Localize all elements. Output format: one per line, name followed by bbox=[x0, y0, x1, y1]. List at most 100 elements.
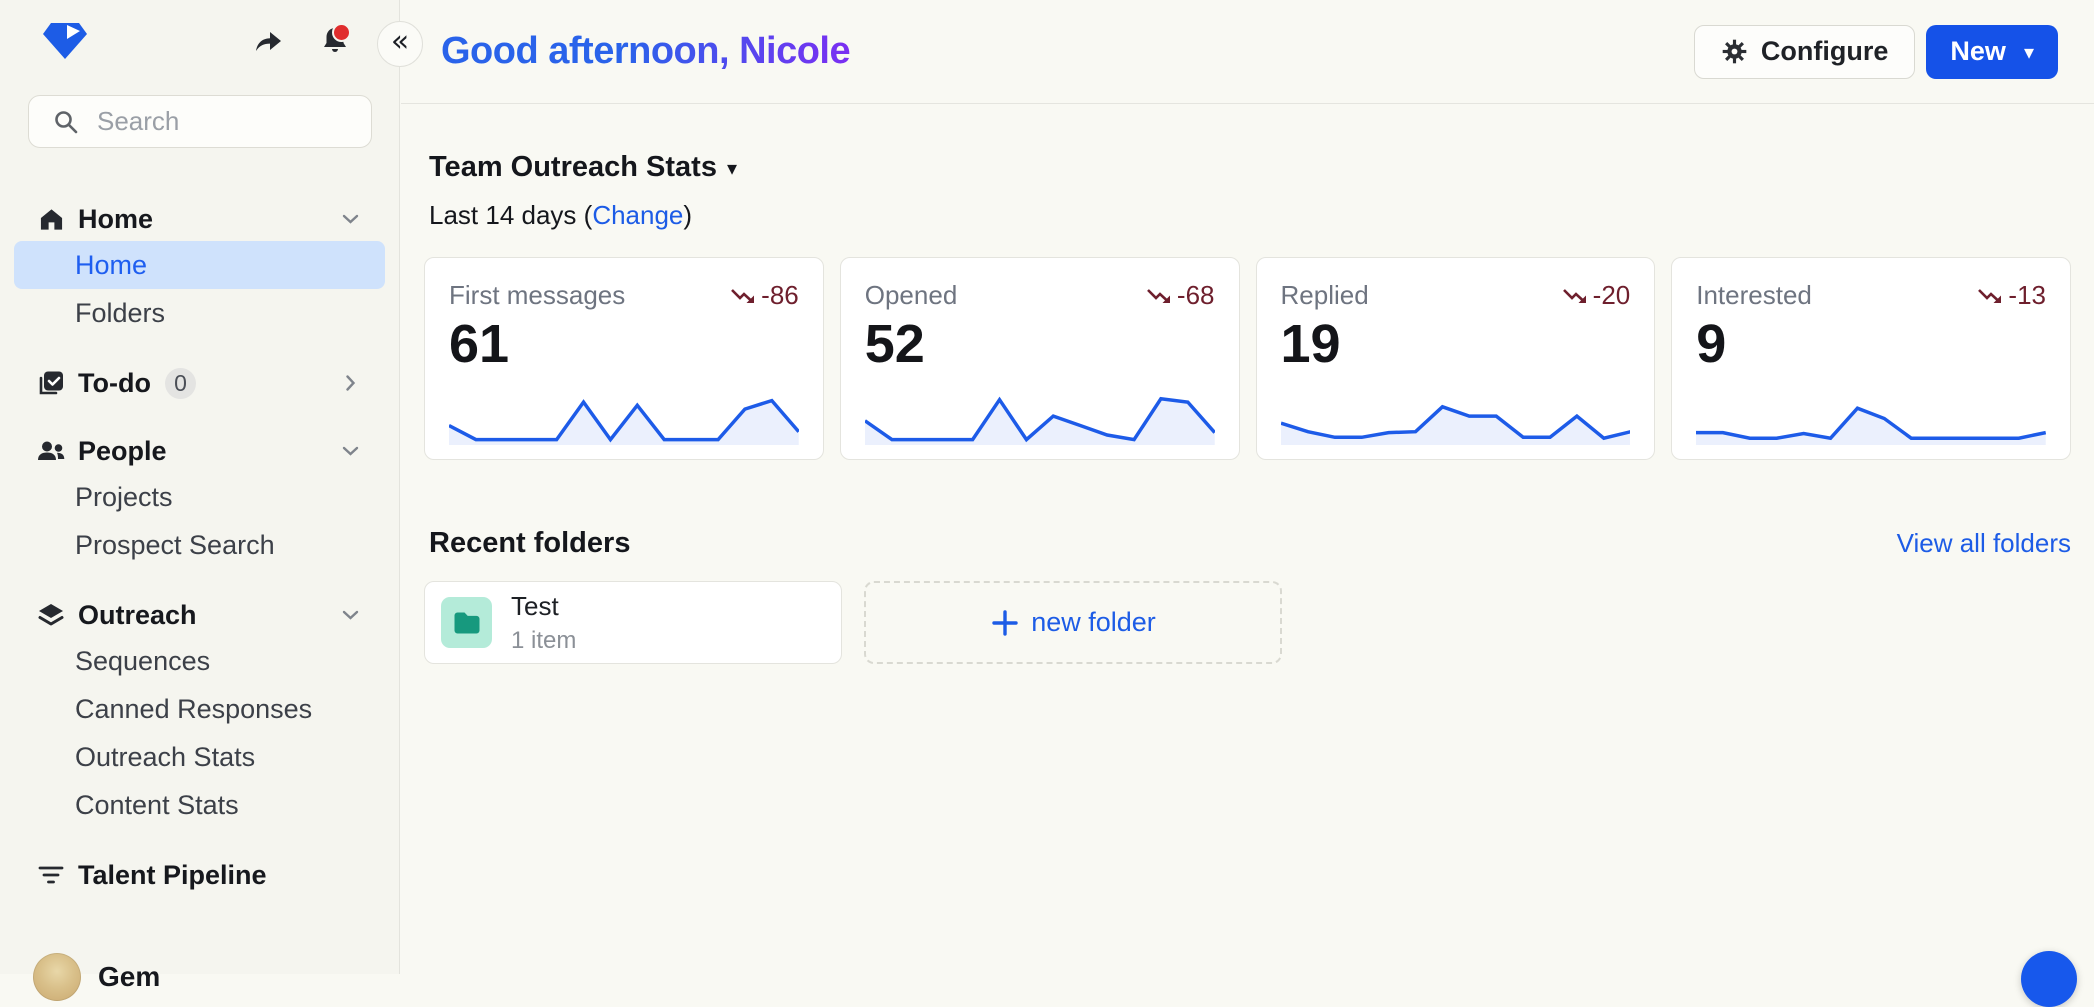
search-input[interactable] bbox=[95, 105, 339, 138]
outreach-icon bbox=[37, 603, 65, 627]
gem-logo-icon[interactable] bbox=[43, 22, 87, 59]
sidebar-item-label: Canned Responses bbox=[75, 693, 313, 724]
stat-label: Opened bbox=[864, 280, 958, 310]
caret-down-icon: ▾ bbox=[2023, 39, 2034, 64]
change-range-link[interactable]: Change bbox=[592, 200, 684, 230]
folder-tile bbox=[441, 597, 492, 648]
sidebar-section-outreach[interactable]: Outreach bbox=[0, 593, 399, 637]
sidebar-item-label: Home bbox=[75, 249, 148, 280]
sidebar-top-bar bbox=[0, 0, 399, 59]
chat-help-button[interactable] bbox=[2021, 951, 2077, 1007]
sidebar-section-talent-pipeline[interactable]: Talent Pipeline bbox=[0, 853, 399, 897]
people-icon bbox=[37, 440, 65, 462]
chevron-down-icon bbox=[342, 610, 359, 620]
divider bbox=[0, 569, 399, 593]
stat-trend: -86 bbox=[730, 280, 799, 311]
sidebar-item-folders[interactable]: Folders bbox=[14, 289, 385, 337]
divider bbox=[0, 405, 399, 429]
sidebar: Home Home Folders To-do 0 bbox=[0, 0, 400, 1001]
stat-label: First messages bbox=[449, 280, 626, 310]
stat-trend: -13 bbox=[1977, 280, 2046, 311]
sidebar-item-projects[interactable]: Projects bbox=[14, 473, 385, 521]
share-icon bbox=[254, 29, 283, 53]
date-range-row: Last 14 days (Change) bbox=[424, 200, 2071, 231]
stat-delta: -13 bbox=[2008, 280, 2046, 310]
header-actions: Configure New ▾ bbox=[1693, 24, 2058, 79]
user-menu[interactable]: Gem bbox=[33, 953, 399, 1001]
sidebar-item-content-stats[interactable]: Content Stats bbox=[14, 781, 385, 829]
sidebar-section-home[interactable]: Home bbox=[0, 197, 399, 241]
sidebar-item-sequences[interactable]: Sequences bbox=[14, 637, 385, 685]
folder-name: Test bbox=[511, 590, 559, 621]
team-outreach-stats-dropdown[interactable]: Team Outreach Stats ▾ bbox=[424, 151, 737, 184]
sidebar-section-todo[interactable]: To-do 0 bbox=[0, 361, 399, 405]
folders-row: Test 1 item new folder bbox=[424, 581, 2071, 664]
talent-pipeline-icon bbox=[37, 865, 65, 885]
sidebar-section-label: Outreach bbox=[78, 599, 197, 630]
sidebar-item-canned-responses[interactable]: Canned Responses bbox=[14, 685, 385, 733]
stat-card-replied: Replied -20 19 bbox=[1255, 257, 1656, 460]
greeting-title: Good afternoon, Nicole bbox=[441, 30, 851, 72]
sparkline-chart bbox=[864, 388, 1215, 445]
stats-row: First messages -86 61 bbox=[424, 257, 2071, 460]
new-folder-label: new folder bbox=[1031, 607, 1156, 637]
stat-card-first-messages: First messages -86 61 bbox=[424, 257, 824, 460]
stat-trend: -20 bbox=[1562, 280, 1631, 311]
stat-trend: -68 bbox=[1146, 280, 1215, 311]
section-title: Team Outreach Stats bbox=[429, 151, 717, 183]
stat-delta: -20 bbox=[1592, 280, 1631, 310]
sidebar-item-label: Outreach Stats bbox=[75, 741, 256, 772]
trending-down-icon bbox=[731, 289, 755, 303]
caret-down-icon: ▾ bbox=[726, 155, 737, 180]
new-folder-button[interactable]: new folder bbox=[864, 581, 1282, 664]
search-icon bbox=[55, 110, 78, 133]
stat-label: Interested bbox=[1696, 280, 1812, 310]
notification-dot bbox=[332, 22, 351, 42]
divider bbox=[0, 337, 399, 361]
new-label: New bbox=[1950, 36, 2006, 66]
stat-value: 19 bbox=[1280, 314, 1341, 374]
stat-card-opened: Opened -68 52 bbox=[839, 257, 1240, 460]
folder-item-count: 1 item bbox=[511, 626, 577, 654]
sidebar-item-home[interactable]: Home bbox=[14, 241, 385, 289]
sidebar-item-outreach-stats[interactable]: Outreach Stats bbox=[14, 733, 385, 781]
stat-card-interested: Interested -13 9 bbox=[1671, 257, 2071, 460]
stat-delta: -86 bbox=[761, 280, 799, 310]
todo-icon bbox=[37, 370, 65, 396]
range-label: Last 14 days ( bbox=[429, 200, 593, 230]
sidebar-section-label: Home bbox=[78, 203, 154, 234]
user-avatar bbox=[33, 953, 81, 1001]
folder-icon bbox=[454, 612, 480, 634]
sidebar-section-label: Talent Pipeline bbox=[78, 859, 267, 890]
sidebar-item-label: Prospect Search bbox=[75, 529, 275, 560]
search-box bbox=[28, 95, 372, 148]
home-icon bbox=[37, 208, 65, 231]
range-suffix: ) bbox=[683, 200, 693, 230]
trending-down-icon bbox=[1562, 289, 1586, 303]
todo-count-badge: 0 bbox=[164, 367, 196, 399]
collapse-sidebar-button[interactable]: « bbox=[377, 21, 423, 67]
sidebar-item-label: Sequences bbox=[75, 645, 211, 676]
sparkline-chart bbox=[449, 388, 799, 445]
configure-label: Configure bbox=[1760, 36, 1889, 66]
stat-value: 61 bbox=[449, 314, 510, 374]
sparkline-chart bbox=[1280, 388, 1631, 445]
sidebar-item-prospect-search[interactable]: Prospect Search bbox=[14, 521, 385, 569]
user-name: Gem bbox=[98, 961, 161, 992]
configure-button[interactable]: Configure bbox=[1693, 24, 1916, 79]
sidebar-item-label: Folders bbox=[75, 297, 166, 328]
chevron-down-icon bbox=[342, 446, 359, 456]
new-button[interactable]: New ▾ bbox=[1926, 24, 2058, 79]
share-button[interactable] bbox=[254, 29, 283, 53]
sidebar-section-people[interactable]: People bbox=[0, 429, 399, 473]
trending-down-icon bbox=[1978, 289, 2002, 303]
view-all-folders-link[interactable]: View all folders bbox=[1896, 528, 2071, 558]
stat-value: 52 bbox=[864, 314, 925, 374]
plus-icon bbox=[992, 609, 1018, 636]
sidebar-section-label: People bbox=[78, 435, 167, 466]
content: Team Outreach Stats ▾ Last 14 days (Chan… bbox=[401, 151, 2094, 664]
sidebar-section-label: To-do bbox=[78, 367, 151, 398]
gear-icon bbox=[1721, 38, 1748, 65]
trending-down-icon bbox=[1147, 289, 1170, 303]
folder-card-test[interactable]: Test 1 item bbox=[424, 581, 842, 664]
